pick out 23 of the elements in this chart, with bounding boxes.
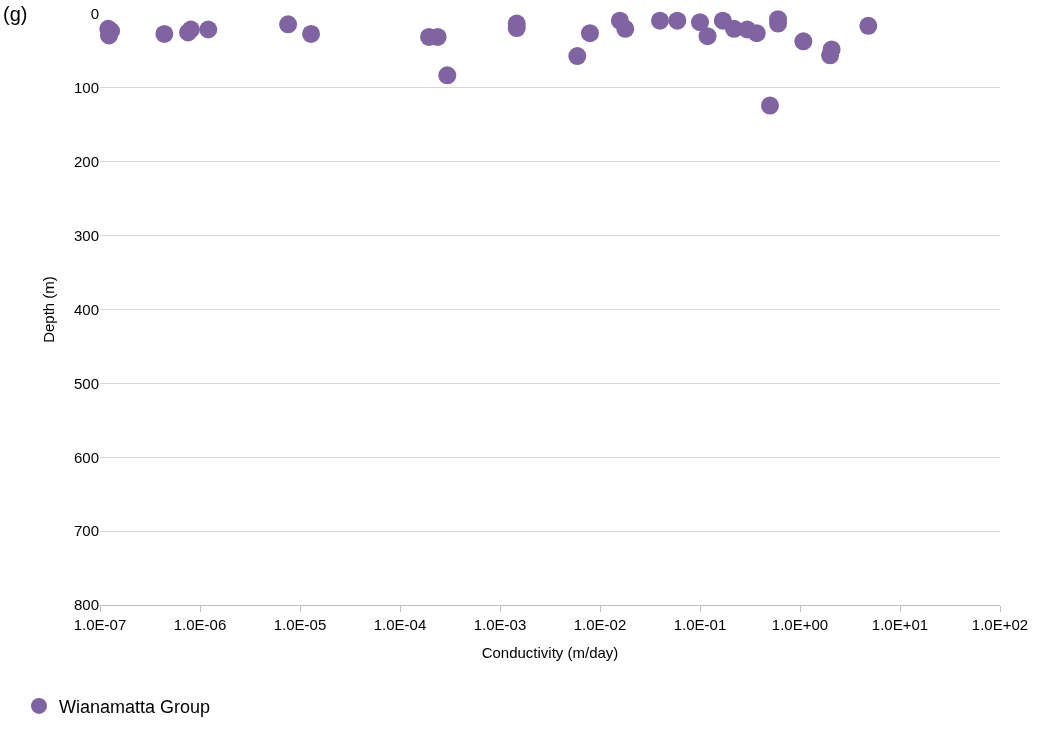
y-tick-label: 200	[73, 153, 99, 170]
x-tick-label: 1.0E+02	[971, 616, 1029, 633]
y-tick-label: 700	[73, 522, 99, 540]
x-tick-label: 1.0E-06	[173, 616, 227, 633]
y-tick-label: 100	[73, 79, 99, 97]
x-tick-label: 1.0E+00	[771, 616, 829, 633]
y-axis-title: Depth (m)	[40, 276, 58, 343]
x-tick-label: 1.0E-07	[73, 616, 127, 633]
legend-label: Wianamatta Group	[59, 696, 211, 717]
y-tick-label: 800	[73, 596, 99, 614]
x-tick-label: 1.0E-01	[673, 616, 727, 633]
x-tick-label: 1.0E+01	[871, 616, 929, 633]
y-tick-label: 500	[73, 374, 99, 392]
y-tick-label: 600	[73, 448, 99, 466]
x-tick-label: 1.0E-03	[473, 616, 527, 633]
text: (g)	[3, 3, 28, 25]
x-axis-title: Conductivity (m/day)	[481, 644, 619, 661]
x-tick-label: 1.0E-02	[573, 616, 627, 633]
x-tick-label: 1.0E-05	[273, 616, 327, 633]
y-tick-label: 300	[73, 226, 99, 244]
y-tick-label: 400	[73, 300, 99, 318]
x-tick-label: 1.0E-04	[373, 616, 427, 633]
y-tick-label: 0	[90, 5, 99, 23]
